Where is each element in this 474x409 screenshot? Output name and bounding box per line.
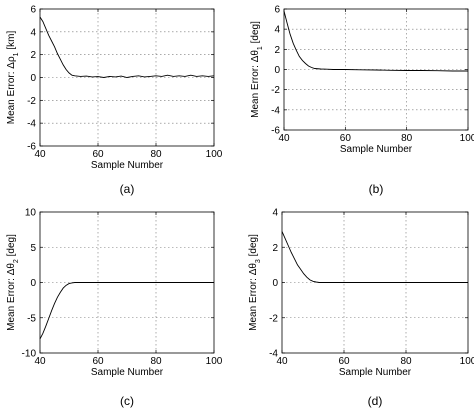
y-tick-label: -2 bbox=[27, 96, 36, 107]
x-tick-label: 60 bbox=[338, 356, 350, 367]
y-axis-label-main: Mean Error: Δρ bbox=[6, 56, 17, 124]
series-line bbox=[283, 10, 468, 72]
y-axis-label-main: Mean Error: Δθ bbox=[250, 50, 261, 118]
y-axis-label: Mean Error: Δρ1 [km] bbox=[6, 31, 20, 125]
y-tick-label: 4 bbox=[30, 27, 36, 38]
y-tick-label: 0 bbox=[272, 278, 278, 289]
y-tick-label: -4 bbox=[27, 119, 36, 130]
panel-caption: (b) bbox=[369, 182, 384, 196]
x-tick-label: 80 bbox=[150, 149, 162, 160]
x-tick-label: 80 bbox=[400, 356, 412, 367]
series-line bbox=[281, 231, 468, 283]
y-axis-label-unit: [km] bbox=[6, 31, 17, 53]
y-tick-label: 10 bbox=[25, 208, 37, 219]
panel-caption: (d) bbox=[368, 394, 383, 408]
x-tick-label: 100 bbox=[460, 356, 474, 367]
y-tick-label: -6 bbox=[27, 142, 36, 153]
y-tick-label: -4 bbox=[269, 349, 278, 360]
y-tick-label: 0 bbox=[30, 73, 36, 84]
y-tick-label: 2 bbox=[30, 50, 36, 61]
y-axis-label: Mean Error: Δθ1 [deg] bbox=[250, 21, 264, 118]
x-tick-label: 100 bbox=[206, 149, 223, 160]
x-tick-label: 40 bbox=[34, 356, 46, 367]
y-axis-label-subscript: 1 bbox=[13, 52, 20, 56]
y-axis-label: Mean Error: Δθ3 [deg] bbox=[248, 234, 262, 331]
series-line bbox=[39, 16, 215, 78]
y-axis-label-unit: [deg] bbox=[250, 21, 261, 46]
panel-caption: (c) bbox=[120, 394, 134, 408]
x-axis-label: Sample Number bbox=[340, 144, 413, 155]
x-tick-label: 60 bbox=[92, 149, 104, 160]
x-tick-label: 40 bbox=[276, 356, 288, 367]
y-tick-label: 0 bbox=[274, 65, 280, 76]
y-axis-label-subscript: 1 bbox=[257, 46, 264, 50]
x-tick-label: 60 bbox=[340, 133, 352, 144]
y-tick-label: -5 bbox=[27, 313, 36, 324]
y-tick-label: 6 bbox=[274, 5, 280, 16]
y-tick-label: 6 bbox=[30, 5, 36, 16]
chart-panel-3: 40 60 80 100 -10 -5 0 5 10 Sample Number Mean Erro… bbox=[6, 208, 223, 409]
y-tick-label: -10 bbox=[22, 349, 37, 360]
y-axis-label: Mean Error: Δθ2 [deg] bbox=[6, 234, 20, 331]
y-axis-label-subscript: 3 bbox=[255, 259, 262, 263]
panel-caption: (a) bbox=[120, 182, 135, 196]
y-axis-label-unit: [deg] bbox=[248, 234, 259, 259]
y-tick-label: -6 bbox=[271, 126, 280, 137]
y-tick-label: -2 bbox=[271, 85, 280, 96]
x-tick-label: 100 bbox=[206, 356, 223, 367]
x-tick-label: 40 bbox=[34, 149, 46, 160]
y-tick-label: 4 bbox=[272, 208, 278, 219]
x-axis-label: Sample Number bbox=[91, 367, 164, 378]
x-tick-label: 100 bbox=[460, 133, 474, 144]
chart-panel-4: 40 60 80 100 -4 -2 0 2 4 Sample Number Mean Error:… bbox=[248, 208, 474, 409]
x-axis-label: Sample Number bbox=[91, 160, 164, 171]
x-tick-label: 60 bbox=[92, 356, 104, 367]
y-axis-label-subscript: 2 bbox=[13, 259, 20, 263]
y-tick-label: 2 bbox=[272, 243, 278, 254]
y-tick-label: -2 bbox=[269, 313, 278, 324]
series-line bbox=[39, 282, 214, 340]
y-tick-label: 4 bbox=[274, 25, 280, 36]
y-tick-label: 0 bbox=[30, 278, 36, 289]
y-tick-label: 5 bbox=[30, 243, 36, 254]
x-tick-label: 80 bbox=[150, 356, 162, 367]
y-axis-label-unit: [deg] bbox=[6, 234, 17, 259]
chart-panel-2: 40 60 80 100 -6 -4 -2 0 2 4 6 Sample Number Mean Err… bbox=[250, 5, 474, 197]
y-tick-label: 2 bbox=[274, 45, 280, 56]
y-tick-label: -4 bbox=[271, 105, 280, 116]
x-tick-label: 80 bbox=[401, 133, 413, 144]
x-tick-label: 40 bbox=[278, 133, 290, 144]
y-axis-label-main: Mean Error: Δθ bbox=[6, 263, 17, 331]
chart-panel-1: 40 60 80 100 -6 -4 -2 0 2 4 6 Sample Number Mean Err… bbox=[6, 5, 223, 197]
x-axis-label: Sample Number bbox=[339, 367, 412, 378]
y-axis-label-main: Mean Error: Δθ bbox=[248, 263, 259, 331]
